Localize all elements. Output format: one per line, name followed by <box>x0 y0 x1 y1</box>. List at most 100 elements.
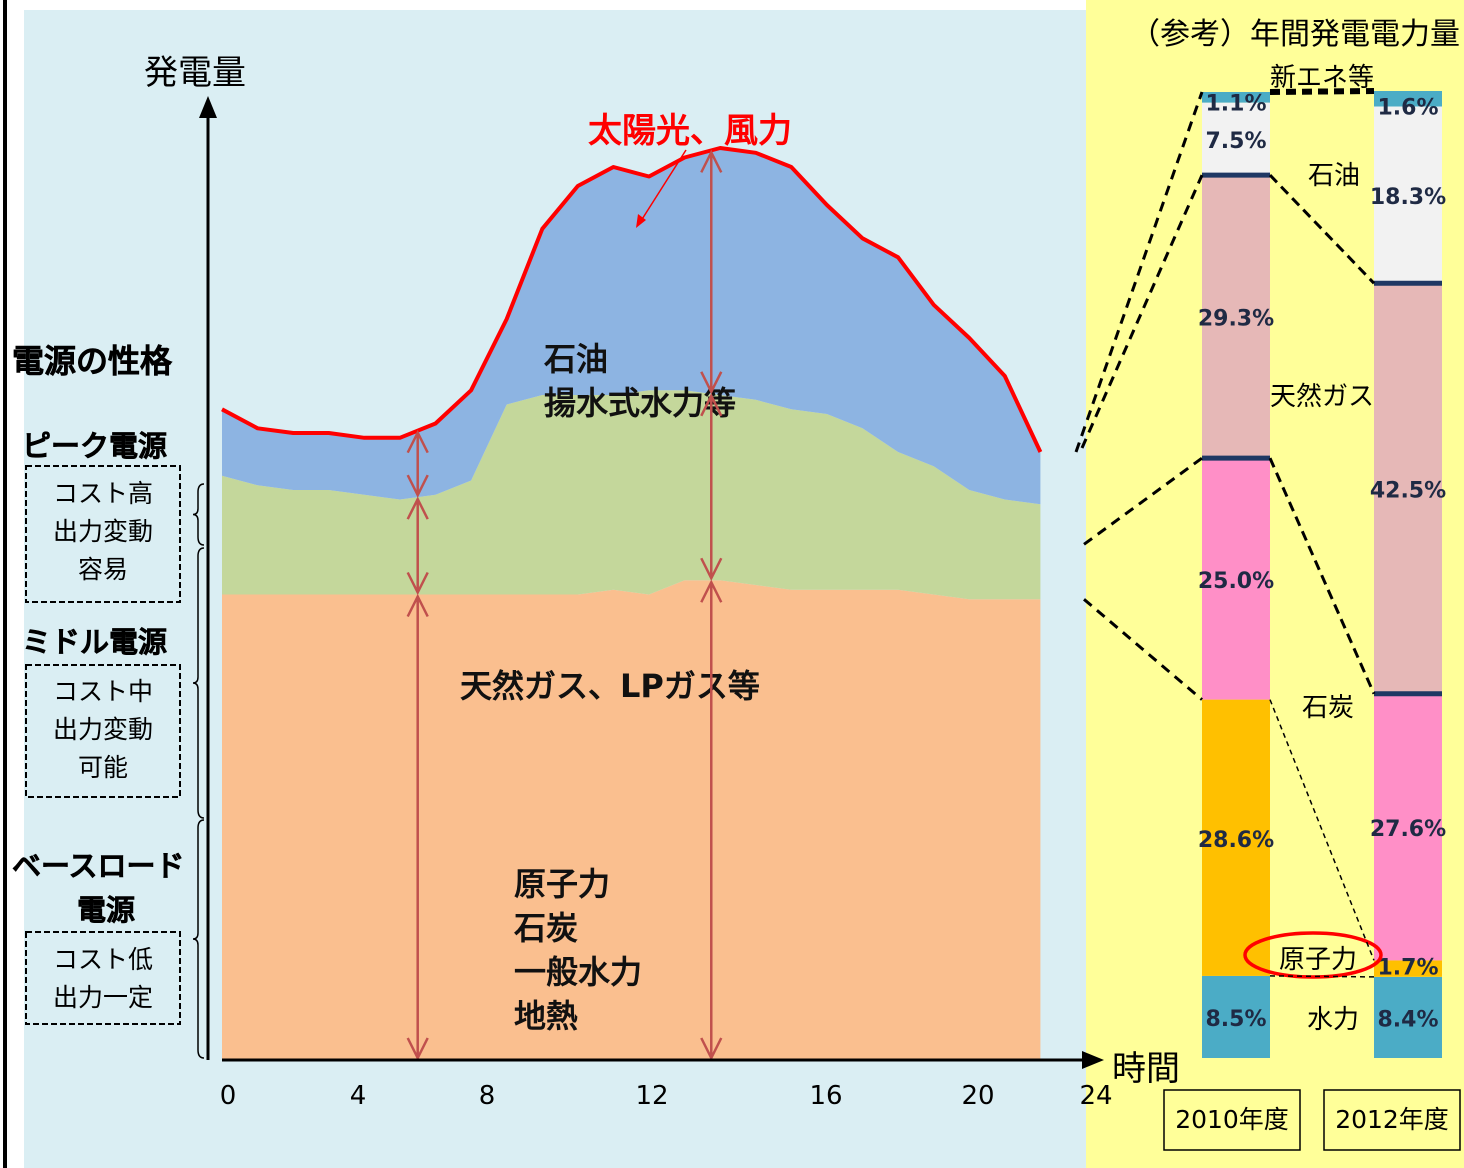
x-tick-label-24: 24 <box>1079 1081 1112 1111</box>
bar-1-segment-3 <box>1202 458 1270 700</box>
base-source-title-line-2: 電源 <box>77 893 135 927</box>
series-label-1-line-3: 一般水力 <box>514 953 642 991</box>
series-name-3: 石炭 <box>1302 693 1354 723</box>
base-source-desc-1: コスト低 <box>53 945 153 974</box>
area-band-1 <box>222 580 1041 1060</box>
zoom-connector-3 <box>1083 456 1203 546</box>
middle-source-box <box>25 664 181 798</box>
area-band-3 <box>222 148 1041 505</box>
base-source-box <box>25 931 181 1025</box>
series-label-1-line-2: 石炭 <box>513 909 578 947</box>
range-arrow-1-middle-head-top <box>406 496 429 520</box>
value-label-1-1: 8.5% <box>1205 1007 1266 1032</box>
fiscal-year-label-1: 2010年度 <box>1175 1105 1289 1134</box>
bar-1-segment-4 <box>1202 175 1270 459</box>
peak-source-title: ピーク電源 <box>22 429 167 463</box>
series-label-1-line-4: 地熱 <box>514 997 578 1035</box>
brace-base <box>192 819 205 1059</box>
y-axis-label: 発電量 <box>144 53 246 93</box>
value-label-5-2: 18.3% <box>1370 185 1446 210</box>
zoom-connector-4 <box>1083 598 1203 701</box>
series-label-3-line-2: 揚水式水力等 <box>544 384 736 422</box>
range-arrow-2-middle-head-bottom <box>700 557 723 582</box>
series-label-1-line-1: 原子力 <box>514 865 610 903</box>
zoom-connector-1 <box>1074 91 1204 453</box>
page-left-border <box>3 0 7 1168</box>
annual-mix-chart: （参考）年間発電電力量 2010年度 2012年度 8.5% 8.4% 28.6% 1.7%… <box>1074 17 1461 1151</box>
bar-connector-4 <box>1269 699 1375 961</box>
value-label-1-2: 8.4% <box>1377 1007 1438 1032</box>
nuclear-highlight-ring <box>1243 931 1383 979</box>
solar-wind-pointer <box>638 149 687 225</box>
bar-1-segment-2 <box>1202 699 1270 976</box>
annual-mix-title: （参考）年間発電電力量 <box>1130 17 1460 52</box>
series-name-1: 水力 <box>1307 1005 1359 1035</box>
solar-wind-pointer-head <box>636 214 646 228</box>
series-label-2-line-1: 天然ガス、LPガス等 <box>460 667 760 705</box>
bar-2-segment-2 <box>1374 960 1442 977</box>
y-axis-arrow-head <box>199 96 217 118</box>
fiscal-year-box-1 <box>1163 1089 1301 1151</box>
value-label-2-2: 1.7% <box>1377 955 1438 980</box>
x-axis-label: 時間 <box>1112 1049 1180 1089</box>
x-tick-label-16: 16 <box>809 1081 842 1111</box>
bar-2-segment-3 <box>1374 693 1442 961</box>
series-name-5: 石油 <box>1308 161 1360 191</box>
range-arrow-2-middle-head-top <box>700 393 723 417</box>
value-label-3-1: 25.0% <box>1198 569 1274 594</box>
y-category-group-title: 電源の性格 <box>12 342 173 380</box>
x-axis-arrow-head <box>1082 1051 1104 1069</box>
base-source-desc-2: 出力一定 <box>53 983 153 1012</box>
middle-source-desc-3: 可能 <box>78 753 128 782</box>
bar-connector-2 <box>1268 174 1376 285</box>
bar-connector-3 <box>1268 457 1376 695</box>
bar-2-segment-5 <box>1374 106 1442 284</box>
bar-1-segment-6 <box>1202 92 1270 103</box>
brace-middle <box>192 547 205 819</box>
source-character-legend: 電源の性格ピーク電源コスト高出力変動容易ミドル電源コスト中出力変動可能ベースロー… <box>12 342 205 1059</box>
value-label-4-2: 42.5% <box>1370 479 1446 504</box>
fiscal-year-label-2: 2012年度 <box>1335 1105 1449 1134</box>
bar-2-segment-1 <box>1374 976 1442 1058</box>
solar-wind-label: 太陽光、風力 <box>588 111 792 151</box>
series-label-3-line-1: 石油 <box>543 340 608 378</box>
range-arrow-1-base-head-bottom <box>406 1037 429 1061</box>
bar-1-segment-1 <box>1202 975 1270 1058</box>
middle-source-desc-2: 出力変動 <box>53 715 153 744</box>
bar-1-segment-5 <box>1202 102 1270 176</box>
range-arrow-2-peak-head-bottom <box>700 371 723 395</box>
peak-source-desc-2: 出力変動 <box>53 517 153 546</box>
range-arrow-1-middle-head-bottom <box>406 571 429 596</box>
series-name-6: 新エネ等 <box>1270 63 1374 93</box>
x-tick-label-4: 4 <box>350 1081 367 1111</box>
series-name-2: 原子力 <box>1279 945 1357 975</box>
value-label-3-2: 27.6% <box>1370 817 1446 842</box>
brace-peak <box>192 483 205 546</box>
x-tick-label-12: 12 <box>635 1081 668 1111</box>
range-arrow-1-base-head-top <box>406 593 429 618</box>
base-source-title-line-1: ベースロード <box>12 849 185 883</box>
range-arrow-2-base-head-bottom <box>700 1037 723 1061</box>
bar-2-segment-6 <box>1374 91 1442 107</box>
area-band-2 <box>222 390 1041 600</box>
range-arrow-2-peak-head-top <box>700 149 723 173</box>
value-label-4-1: 29.3% <box>1198 307 1274 332</box>
value-label-6-2: 1.6% <box>1377 96 1438 121</box>
peak-source-desc-3: 容易 <box>78 555 128 584</box>
fiscal-year-box-2 <box>1323 1089 1461 1151</box>
bar-connector-1 <box>1269 88 1375 95</box>
x-tick-label-8: 8 <box>479 1081 496 1111</box>
range-arrow-1-peak-head-bottom <box>406 474 429 498</box>
bar-2-segment-4 <box>1374 283 1442 694</box>
series-name-4: 天然ガス <box>1270 382 1374 412</box>
value-label-6-1: 1.1% <box>1205 92 1266 117</box>
peak-source-box <box>25 465 181 603</box>
range-arrow-1-peak-head-top <box>406 429 429 454</box>
value-label-2-1: 28.6% <box>1198 828 1274 853</box>
x-tick-label-20: 20 <box>961 1081 994 1111</box>
range-arrow-2-base-head-top <box>700 579 723 603</box>
value-label-5-1: 7.5% <box>1205 129 1266 154</box>
middle-source-title: ミドル電源 <box>22 625 167 659</box>
